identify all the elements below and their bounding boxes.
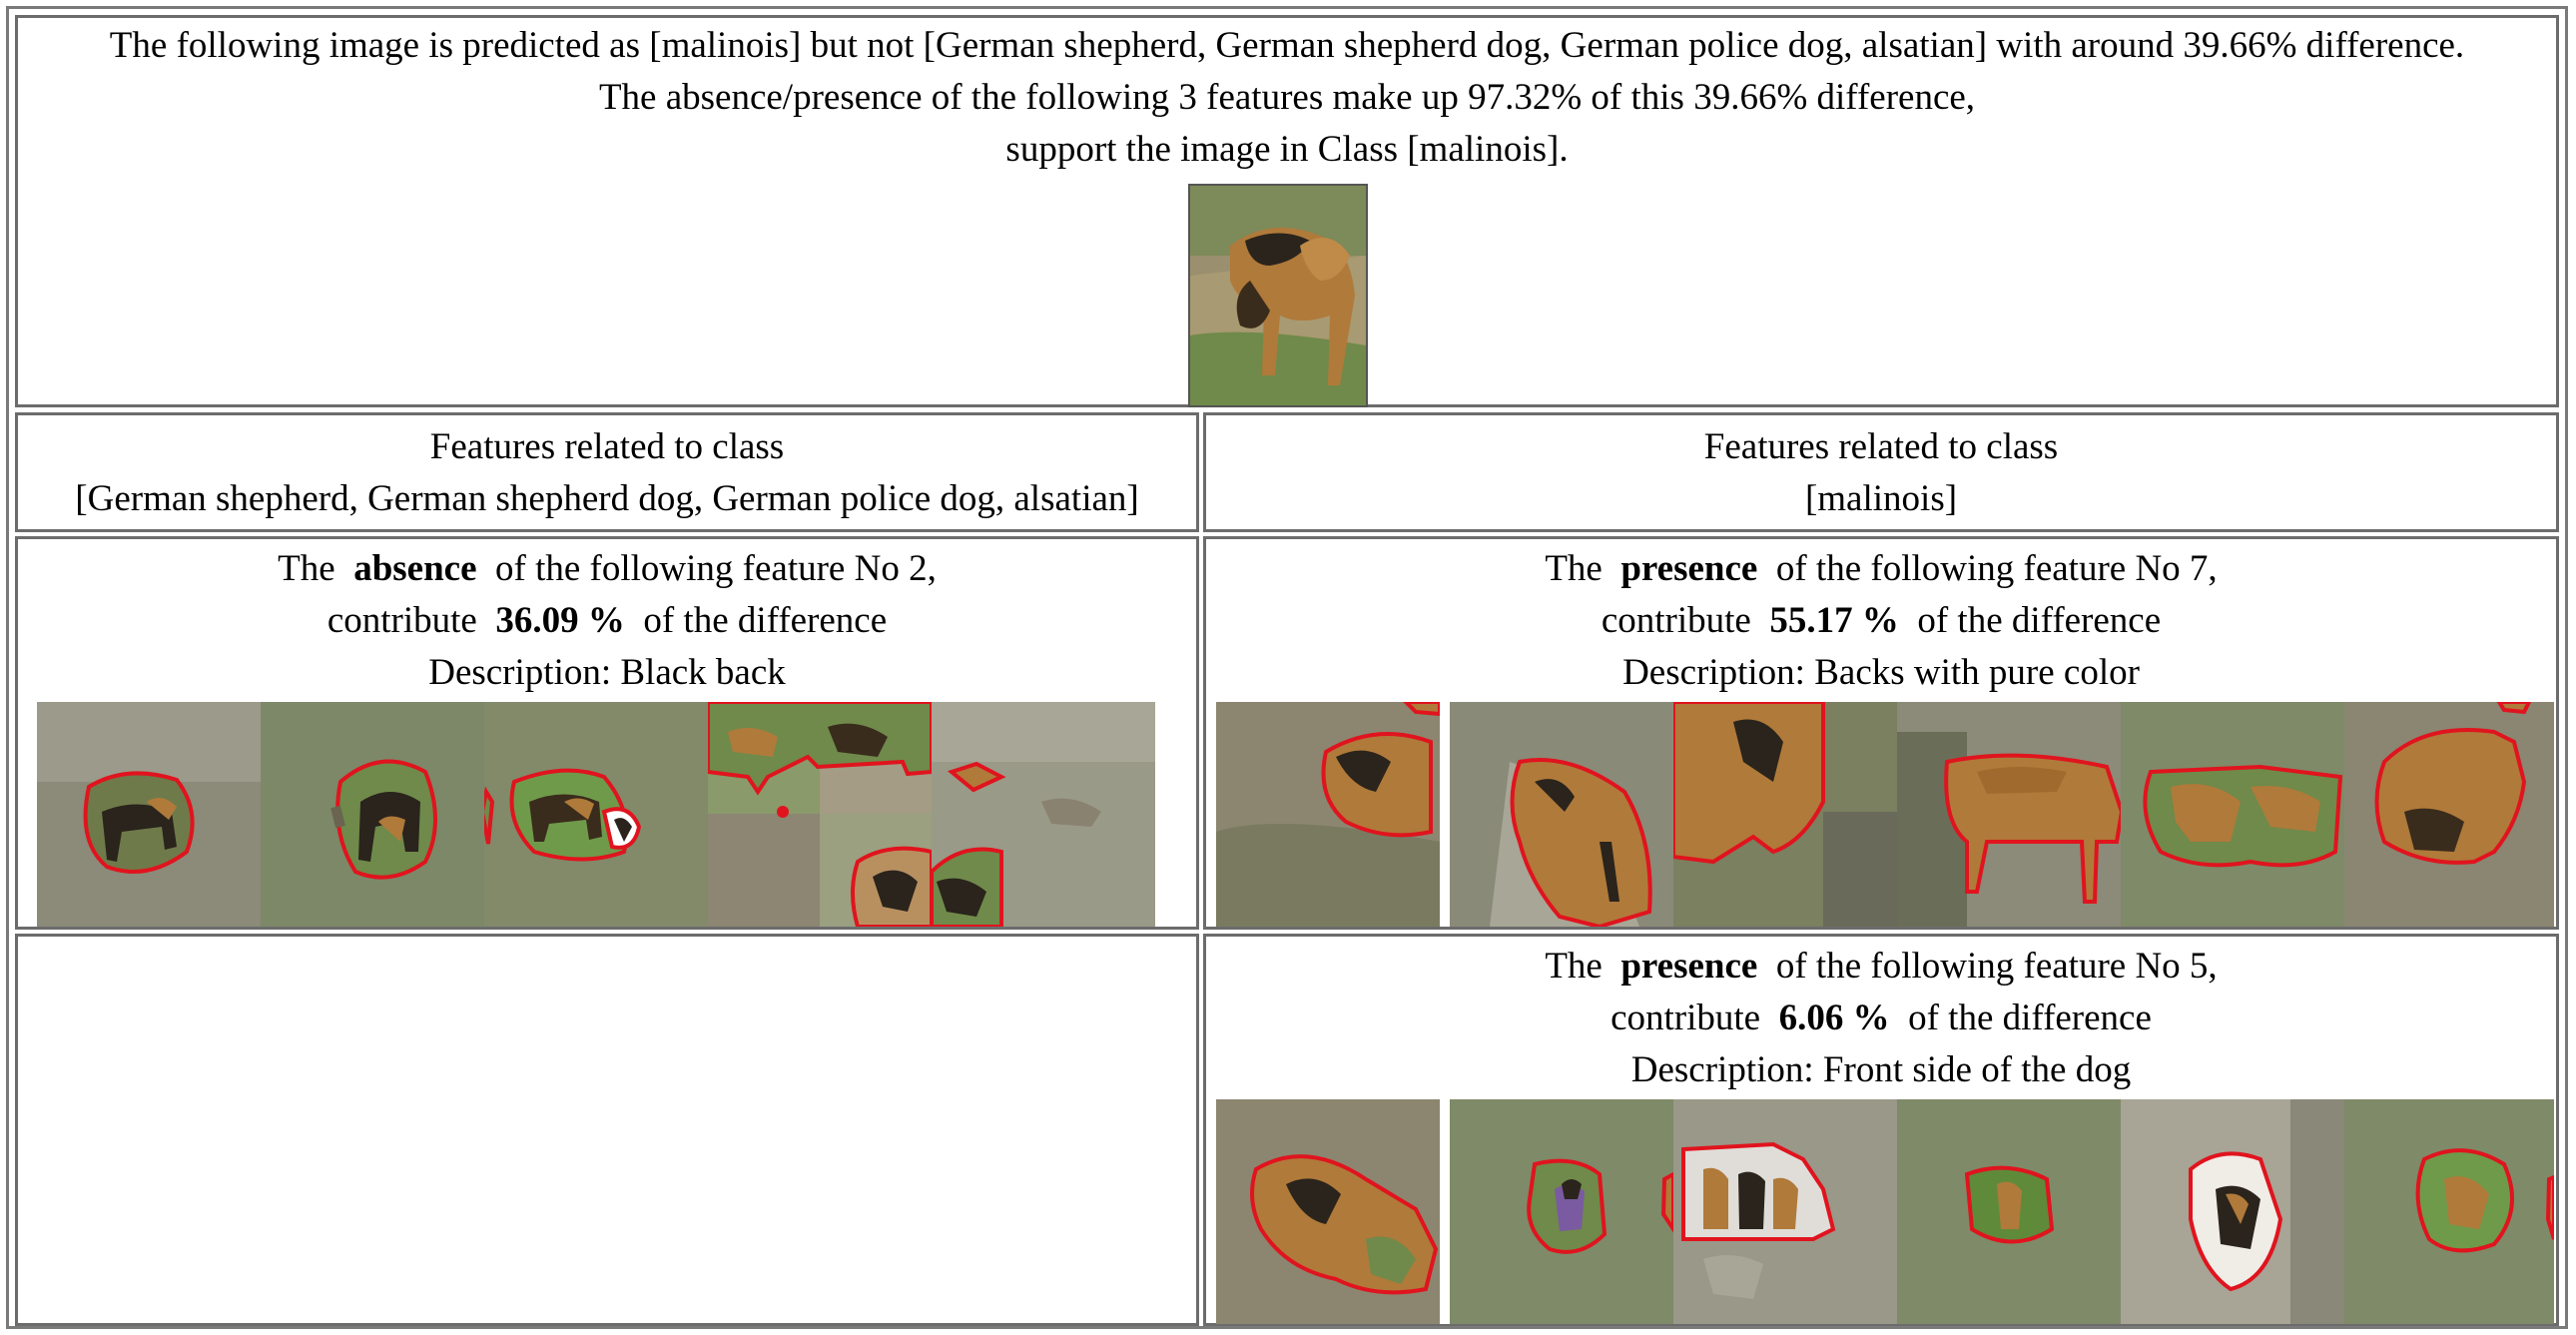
example-patch (2121, 1099, 2344, 1324)
feature-left-1-image-strip (37, 702, 1155, 927)
feature-kind: absence (353, 548, 477, 589)
input-dog-image (1188, 184, 1368, 407)
dog-photo-icon (2121, 702, 2344, 927)
header-line-2: The absence/presence of the following 3 … (598, 77, 1976, 118)
left-column-heading: Features related to class [German shephe… (15, 412, 1199, 532)
feature-kind: presence (1620, 548, 1758, 589)
dog-photo-icon (1450, 1099, 1673, 1324)
left-heading-line-2: [German shepherd, German shepherd dog, G… (75, 478, 1139, 519)
example-patch (2344, 1099, 2554, 1324)
feature-right-2-image-strip (1216, 1099, 2554, 1324)
dog-photo-icon (1897, 1099, 2121, 1324)
dog-photo-icon (1673, 1099, 1897, 1324)
feature-left-1: The absence of the following feature No … (15, 536, 1199, 930)
dog-photo-icon (484, 702, 708, 927)
feature-percent: 36.09 % (495, 600, 625, 641)
explanation-table: The following image is predicted as [mal… (6, 6, 2568, 1329)
feature-kind: presence (1620, 946, 1758, 987)
dog-photo-icon (932, 702, 1155, 927)
example-patch (1450, 702, 1673, 927)
strip-gap (1440, 1099, 1450, 1324)
example-patch (932, 702, 1155, 927)
header-line-3: support the image in Class [malinois]. (1005, 129, 1569, 170)
example-patch (1450, 1099, 1673, 1324)
example-patch (1897, 702, 2121, 927)
feature-left-2-empty (15, 934, 1199, 1326)
feature-right-2-description: Description: Front side of the dog (1630, 1049, 2132, 1090)
feature-right-2: The presence of the following feature No… (1203, 934, 2559, 1326)
example-patch (1673, 702, 1897, 927)
example-patch (1216, 702, 1440, 927)
example-patch (2344, 702, 2554, 927)
example-patch (37, 702, 261, 927)
example-patch (1216, 1099, 1440, 1324)
example-patch (2121, 702, 2344, 927)
left-heading-line-1: Features related to class (429, 426, 785, 467)
dog-photo-icon (37, 702, 261, 927)
feature-right-2-line-1: The presence of the following feature No… (1545, 946, 2218, 987)
right-column-heading: Features related to class [malinois] (1203, 412, 2559, 532)
dog-photo-icon (2121, 1099, 2344, 1324)
right-heading-line-2: [malinois] (1804, 478, 1958, 519)
feature-right-2-line-2: contribute 6.06 % of the difference (1610, 998, 2152, 1038)
feature-percent: 6.06 % (1778, 998, 1890, 1038)
dog-photo-icon (1190, 186, 1366, 405)
feature-right-1-image-strip (1216, 702, 2554, 927)
right-heading-line-1: Features related to class (1703, 426, 2059, 467)
feature-right-1: The presence of the following feature No… (1203, 536, 2559, 930)
strip-gap (1440, 702, 1450, 927)
header-line-1: The following image is predicted as [mal… (109, 25, 2465, 66)
feature-left-1-line-1: The absence of the following feature No … (278, 548, 937, 589)
feature-right-1-line-1: The presence of the following feature No… (1545, 548, 2218, 589)
feature-left-1-description: Description: Black back (428, 652, 786, 693)
dog-photo-icon (1216, 1099, 1440, 1324)
feature-right-1-line-2: contribute 55.17 % of the difference (1601, 600, 2162, 641)
dog-photo-icon (2344, 1099, 2554, 1324)
dog-photo-icon (1216, 702, 1440, 927)
example-patch (1673, 1099, 1897, 1324)
example-patch (708, 702, 932, 927)
dog-photo-icon (1450, 702, 1673, 927)
example-patch (261, 702, 484, 927)
dog-photo-icon (1673, 702, 1897, 927)
feature-percent: 55.17 % (1769, 600, 1899, 641)
dog-photo-icon (1897, 702, 2121, 927)
example-patch (484, 702, 708, 927)
example-patch (1897, 1099, 2121, 1324)
feature-left-1-line-2: contribute 36.09 % of the difference (326, 600, 888, 641)
dog-photo-icon (261, 702, 484, 927)
dog-photo-icon (708, 702, 932, 927)
feature-right-1-description: Description: Backs with pure color (1622, 652, 2140, 693)
dog-photo-icon (2344, 702, 2554, 927)
header-cell: The following image is predicted as [mal… (15, 15, 2559, 407)
